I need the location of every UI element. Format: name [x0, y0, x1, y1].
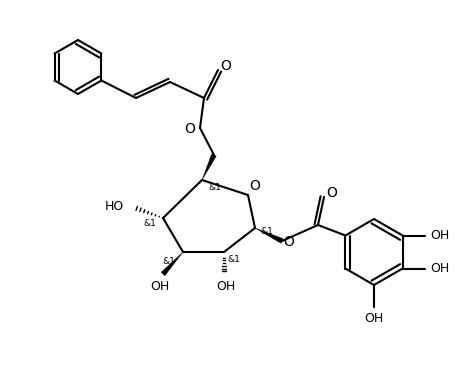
Text: OH: OH: [364, 311, 384, 324]
Text: O: O: [284, 235, 295, 249]
Text: OH: OH: [151, 279, 169, 292]
Polygon shape: [255, 228, 283, 243]
Polygon shape: [202, 154, 216, 180]
Text: O: O: [327, 186, 337, 200]
Text: &1: &1: [162, 257, 176, 266]
Text: &1: &1: [228, 256, 240, 264]
Text: O: O: [185, 122, 195, 136]
Text: &1: &1: [143, 219, 156, 228]
Text: &1: &1: [209, 183, 221, 192]
Text: O: O: [250, 179, 261, 193]
Text: OH: OH: [430, 229, 449, 242]
Polygon shape: [161, 252, 183, 276]
Text: O: O: [220, 59, 231, 73]
Text: &1: &1: [261, 228, 273, 237]
Text: OH: OH: [430, 262, 449, 275]
Text: HO: HO: [104, 199, 124, 212]
Text: OH: OH: [216, 279, 236, 292]
